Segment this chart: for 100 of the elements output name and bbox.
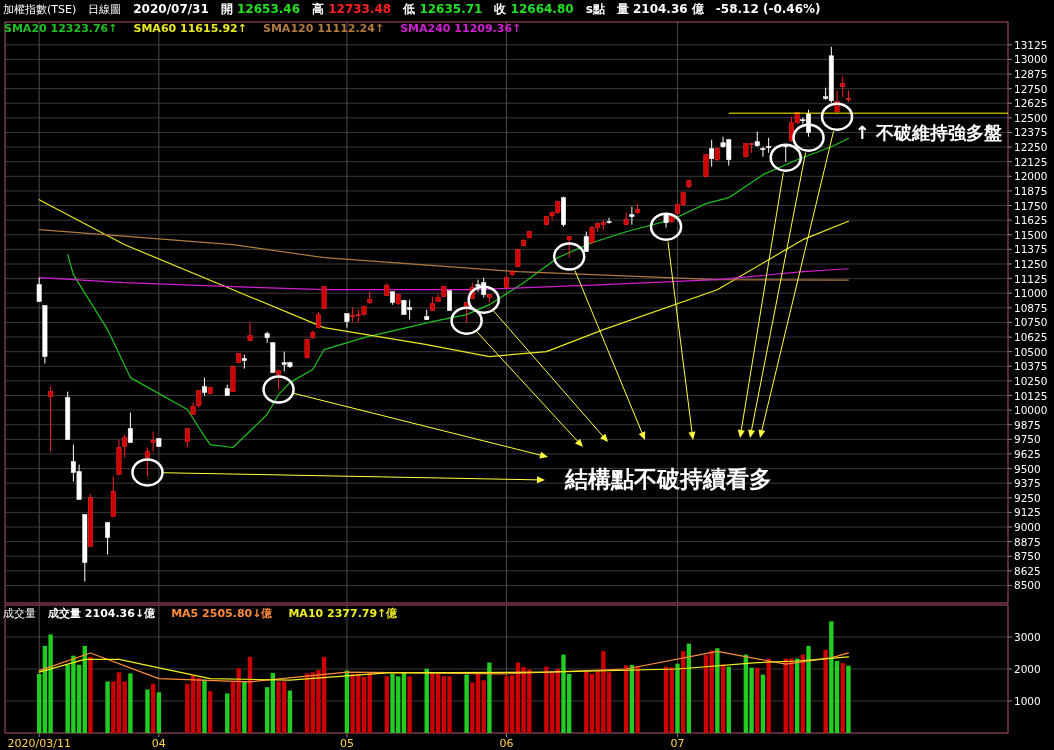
bar xyxy=(36,673,42,733)
text: 2020/07/31 xyxy=(133,2,209,16)
candlestick xyxy=(606,217,612,225)
y-tick-label: 12250 xyxy=(1014,141,1048,154)
candlestick xyxy=(202,377,207,397)
bar xyxy=(150,683,156,733)
y-tick-label: 11250 xyxy=(1014,257,1048,270)
chart-title: 加權指數(TSE) xyxy=(3,3,77,16)
bar xyxy=(487,662,492,733)
line-series xyxy=(38,229,850,281)
text: SMA120 11112.24↑ xyxy=(263,22,385,35)
y-tick-label: 12875 xyxy=(1014,68,1048,81)
bar xyxy=(715,648,720,733)
x-tick-label: 07 xyxy=(670,737,685,750)
candlestick xyxy=(145,447,150,478)
y-tick-label: 9375 xyxy=(1014,477,1041,490)
candlestick xyxy=(184,428,190,449)
candlestick xyxy=(760,146,766,158)
candlestick xyxy=(276,370,281,391)
text: SMA240 11209.36↑ xyxy=(400,22,522,35)
y-tick-label: 11125 xyxy=(1014,272,1048,285)
text: 低 12635.71 xyxy=(402,2,483,16)
candlestick xyxy=(264,331,270,344)
bar xyxy=(726,666,731,733)
y-tick-label: 9875 xyxy=(1014,418,1041,431)
bar xyxy=(242,682,247,733)
line-series xyxy=(38,656,850,681)
text: 量 2104.36 億 xyxy=(615,2,705,16)
y-tick-label: 12500 xyxy=(1014,111,1048,124)
bar xyxy=(384,676,390,733)
series-label: 成交量 2104.36↓億 xyxy=(47,607,157,620)
bar xyxy=(720,664,726,733)
y-tick-label: 12375 xyxy=(1014,126,1048,139)
y-tick-label: 11500 xyxy=(1014,228,1048,241)
candlestick xyxy=(321,285,327,310)
y-tick-label: 12125 xyxy=(1014,155,1048,168)
y-tick-label: 8625 xyxy=(1014,564,1041,577)
bar xyxy=(755,667,760,733)
candlestick xyxy=(36,277,42,303)
y-tick-label: 10875 xyxy=(1014,301,1048,314)
bar xyxy=(88,656,93,733)
y-tick-label: 8750 xyxy=(1014,550,1041,563)
bar xyxy=(128,673,133,733)
text: s點 xyxy=(585,2,605,16)
y-tick-label: 13125 xyxy=(1014,38,1048,51)
bar xyxy=(840,663,845,733)
y-tick-label: 10500 xyxy=(1014,345,1048,358)
bar xyxy=(635,666,640,733)
x-tick-label: 05 xyxy=(339,737,354,750)
candlestick xyxy=(840,76,846,98)
y-tick-label: 11000 xyxy=(1014,287,1048,300)
bar xyxy=(111,681,116,733)
y-tick-label: 13000 xyxy=(1014,53,1048,66)
y-tick-label: 3000 xyxy=(1014,631,1041,643)
y-tick-label: 11875 xyxy=(1014,184,1048,197)
bar xyxy=(401,672,407,733)
y-tick-label: 9125 xyxy=(1014,506,1041,519)
text: 收 12664.80 xyxy=(494,2,574,16)
annotation: 結構點不破持續看多 xyxy=(564,466,772,492)
bar xyxy=(464,674,469,733)
candlestick xyxy=(48,386,54,453)
y-tick-label: 9625 xyxy=(1014,447,1041,460)
y-tick-label: 12625 xyxy=(1014,97,1048,110)
text: -58.12 (-0.46%) xyxy=(715,2,821,16)
bar xyxy=(105,681,110,733)
candlestick xyxy=(447,290,452,312)
text: MA5 2505.80↓億 xyxy=(171,607,274,620)
y-tick-label: 8875 xyxy=(1014,535,1041,548)
y-tick-label: 10375 xyxy=(1014,360,1048,373)
y-tick-label: 10000 xyxy=(1014,404,1048,417)
text: 開 12653.46 xyxy=(220,2,301,16)
x-tick-label: 2020/03/11 xyxy=(7,737,71,750)
bar xyxy=(675,663,680,733)
y-tick-label: 10750 xyxy=(1014,316,1048,329)
bar xyxy=(823,649,828,733)
text: MA10 2377.79↑億 xyxy=(288,607,399,620)
line-series xyxy=(38,650,850,683)
bar xyxy=(766,658,771,733)
candlestick xyxy=(105,522,111,555)
bar xyxy=(287,690,293,733)
y-tick-label: 2000 xyxy=(1014,663,1041,675)
ref-line-label: ↑ 不破維持強多盤 xyxy=(854,122,1002,144)
y-tick-label: 1000 xyxy=(1014,695,1041,707)
y-tick-label: 9750 xyxy=(1014,433,1041,446)
bar xyxy=(207,691,213,733)
candlestick xyxy=(127,412,133,444)
y-tick-label: 9250 xyxy=(1014,491,1041,504)
y-tick-label: 10625 xyxy=(1014,331,1048,344)
bar xyxy=(806,645,811,733)
text: 高 12733.48 xyxy=(312,2,392,16)
y-tick-label: 12000 xyxy=(1014,170,1048,183)
bar xyxy=(584,671,589,733)
chart-title: 成交量 xyxy=(3,607,36,620)
line-series xyxy=(67,137,850,449)
y-tick-label: 11625 xyxy=(1014,214,1048,227)
y-tick-label: 11750 xyxy=(1014,199,1048,212)
y-tick-label: 10250 xyxy=(1014,374,1048,387)
y-tick-label: 8500 xyxy=(1014,579,1041,592)
candlestick xyxy=(247,322,253,342)
x-tick-label: 06 xyxy=(499,737,514,750)
